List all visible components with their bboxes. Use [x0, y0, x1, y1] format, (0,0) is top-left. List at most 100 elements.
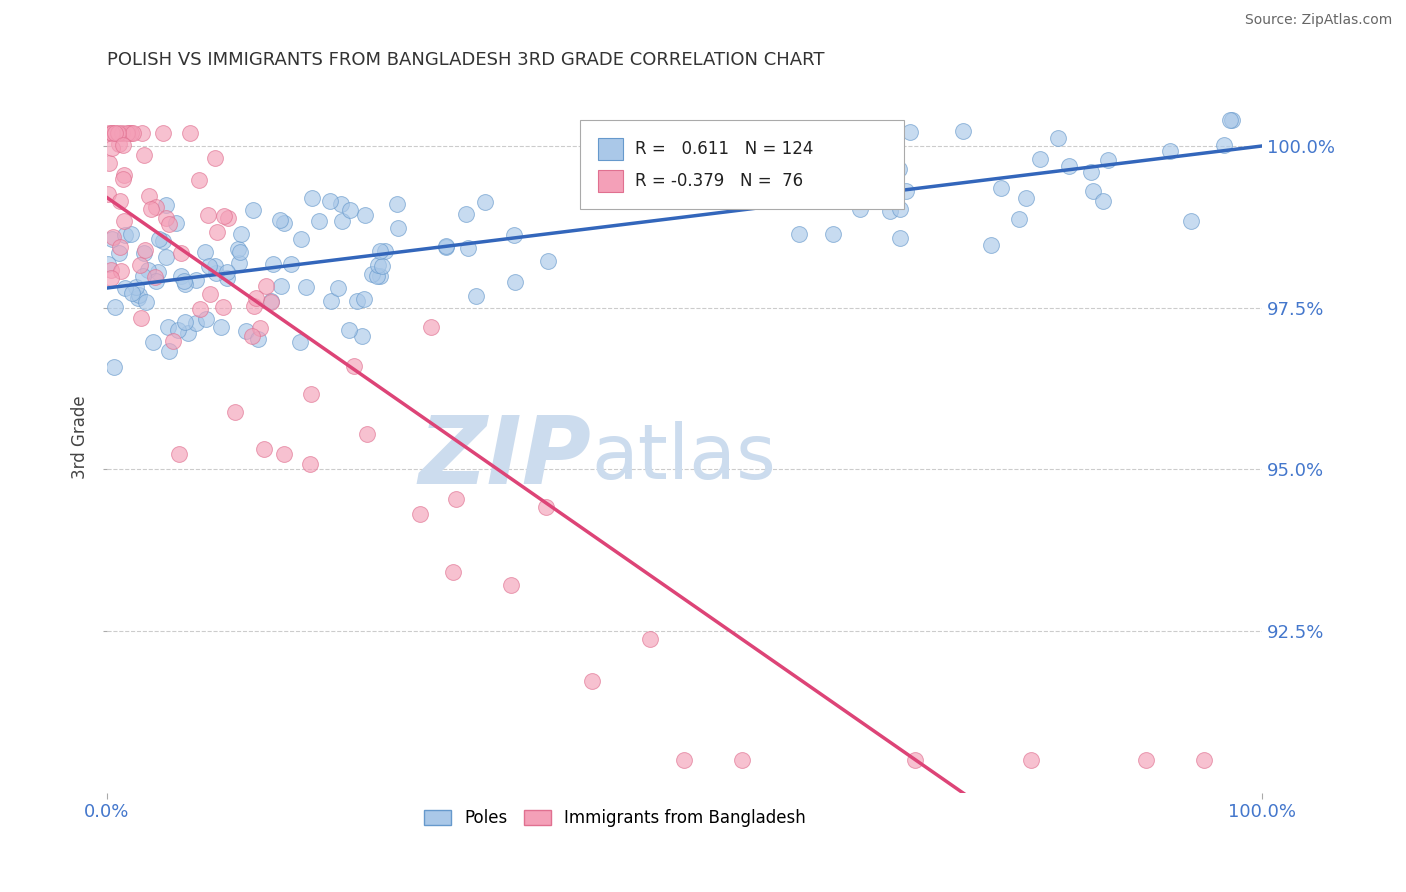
Point — [98, 126, 121, 140]
Point — [1180, 214, 1202, 228]
Point — [107, 136, 129, 151]
Point — [308, 213, 330, 227]
Point — [167, 447, 190, 461]
Point — [731, 753, 754, 767]
Text: R =   0.611   N = 124: R = 0.611 N = 124 — [634, 140, 813, 158]
Point — [721, 131, 744, 145]
Point — [198, 259, 221, 273]
Point — [173, 274, 195, 288]
Point — [114, 227, 136, 242]
Point — [200, 287, 222, 301]
Point — [474, 194, 496, 209]
Point — [751, 191, 773, 205]
Point — [457, 241, 479, 255]
Text: ZIP: ZIP — [419, 412, 592, 504]
Point — [273, 216, 295, 230]
Legend: Poles, Immigrants from Bangladesh: Poles, Immigrants from Bangladesh — [418, 803, 813, 834]
Point — [104, 126, 127, 140]
Point — [134, 147, 156, 161]
Point — [330, 196, 353, 211]
FancyBboxPatch shape — [598, 137, 623, 161]
Point — [724, 183, 747, 197]
Point — [849, 202, 872, 216]
Point — [127, 291, 149, 305]
Point — [101, 126, 124, 140]
Point — [157, 217, 180, 231]
Point — [434, 240, 457, 254]
Point — [136, 263, 159, 277]
Point — [456, 207, 478, 221]
Point — [299, 457, 322, 471]
Point — [273, 447, 295, 461]
Point — [170, 269, 193, 284]
Text: Source: ZipAtlas.com: Source: ZipAtlas.com — [1244, 13, 1392, 28]
Point — [889, 202, 911, 217]
Point — [235, 325, 257, 339]
Point — [990, 181, 1012, 195]
Point — [620, 182, 643, 196]
Point — [104, 300, 127, 314]
Point — [638, 632, 661, 647]
Point — [787, 227, 810, 241]
Point — [117, 126, 139, 140]
Point — [1057, 159, 1080, 173]
Point — [1080, 165, 1102, 179]
Point — [354, 208, 377, 222]
Point — [204, 259, 226, 273]
Point — [135, 295, 157, 310]
Point — [188, 301, 211, 316]
Point — [253, 442, 276, 456]
Point — [446, 491, 468, 506]
Point — [152, 126, 174, 140]
Point — [1213, 138, 1236, 153]
Point — [112, 168, 135, 182]
Point — [132, 246, 155, 260]
Point — [112, 138, 135, 153]
Point — [337, 323, 360, 337]
Point — [101, 232, 124, 246]
Point — [1159, 144, 1181, 158]
Point — [128, 258, 150, 272]
Point — [215, 265, 238, 279]
Point — [120, 126, 142, 140]
Point — [215, 271, 238, 285]
Point — [174, 277, 197, 292]
Point — [270, 279, 292, 293]
Point — [97, 257, 120, 271]
Point — [129, 311, 152, 326]
Point — [110, 264, 132, 278]
Point — [157, 344, 180, 359]
Point — [1097, 153, 1119, 168]
Point — [537, 254, 560, 268]
Point — [360, 267, 382, 281]
Point — [101, 141, 124, 155]
Point — [242, 202, 264, 217]
Point — [350, 328, 373, 343]
Point — [152, 234, 174, 248]
Point — [1008, 212, 1031, 227]
Point — [581, 674, 603, 689]
Point — [138, 189, 160, 203]
Point — [184, 316, 207, 330]
Point — [209, 319, 232, 334]
Point — [188, 172, 211, 186]
Point — [831, 147, 853, 161]
Point — [173, 315, 195, 329]
Point — [103, 359, 125, 374]
Point — [107, 246, 129, 260]
Point — [1192, 753, 1215, 767]
Point — [614, 160, 637, 174]
Point — [269, 213, 291, 227]
Point — [330, 214, 353, 228]
Point — [155, 198, 177, 212]
Point — [1015, 191, 1038, 205]
Point — [170, 246, 193, 260]
Point — [205, 266, 228, 280]
Point — [1046, 130, 1069, 145]
Point — [1019, 753, 1042, 767]
Point — [177, 326, 200, 340]
Point — [229, 245, 252, 260]
Point — [100, 270, 122, 285]
Point — [262, 257, 284, 271]
Point — [224, 405, 246, 419]
